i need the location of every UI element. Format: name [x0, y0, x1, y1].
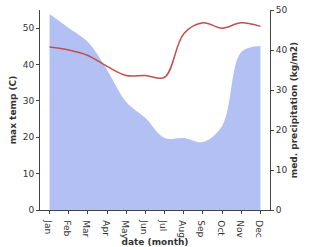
svg-text:Feb: Feb — [62, 220, 72, 236]
svg-text:10: 10 — [276, 165, 288, 175]
svg-text:Jul: Jul — [158, 219, 168, 231]
svg-text:20: 20 — [23, 132, 35, 142]
svg-text:Nov: Nov — [235, 220, 245, 238]
svg-text:Dec: Dec — [254, 220, 264, 237]
svg-text:30: 30 — [276, 85, 288, 95]
svg-text:Jun: Jun — [139, 219, 149, 234]
svg-text:May: May — [120, 220, 130, 239]
svg-text:Oct: Oct — [216, 220, 226, 236]
svg-text:max temp (C): max temp (C) — [8, 76, 18, 145]
svg-text:date (month): date (month) — [122, 237, 189, 247]
svg-text:10: 10 — [23, 169, 35, 179]
svg-text:50: 50 — [276, 5, 288, 15]
svg-text:0: 0 — [276, 205, 282, 215]
svg-text:40: 40 — [23, 60, 35, 70]
svg-text:30: 30 — [23, 96, 35, 106]
svg-text:0: 0 — [28, 205, 34, 215]
svg-text:20: 20 — [276, 125, 288, 135]
svg-text:Aug: Aug — [177, 220, 187, 238]
svg-text:Jan: Jan — [43, 219, 53, 234]
svg-text:50: 50 — [23, 23, 35, 33]
svg-text:Sep: Sep — [196, 220, 206, 237]
svg-text:Mar: Mar — [81, 220, 91, 237]
svg-text:40: 40 — [276, 45, 288, 55]
svg-text:med. precipitation (kg/m2): med. precipitation (kg/m2) — [289, 42, 299, 178]
svg-text:Apr: Apr — [101, 220, 111, 236]
